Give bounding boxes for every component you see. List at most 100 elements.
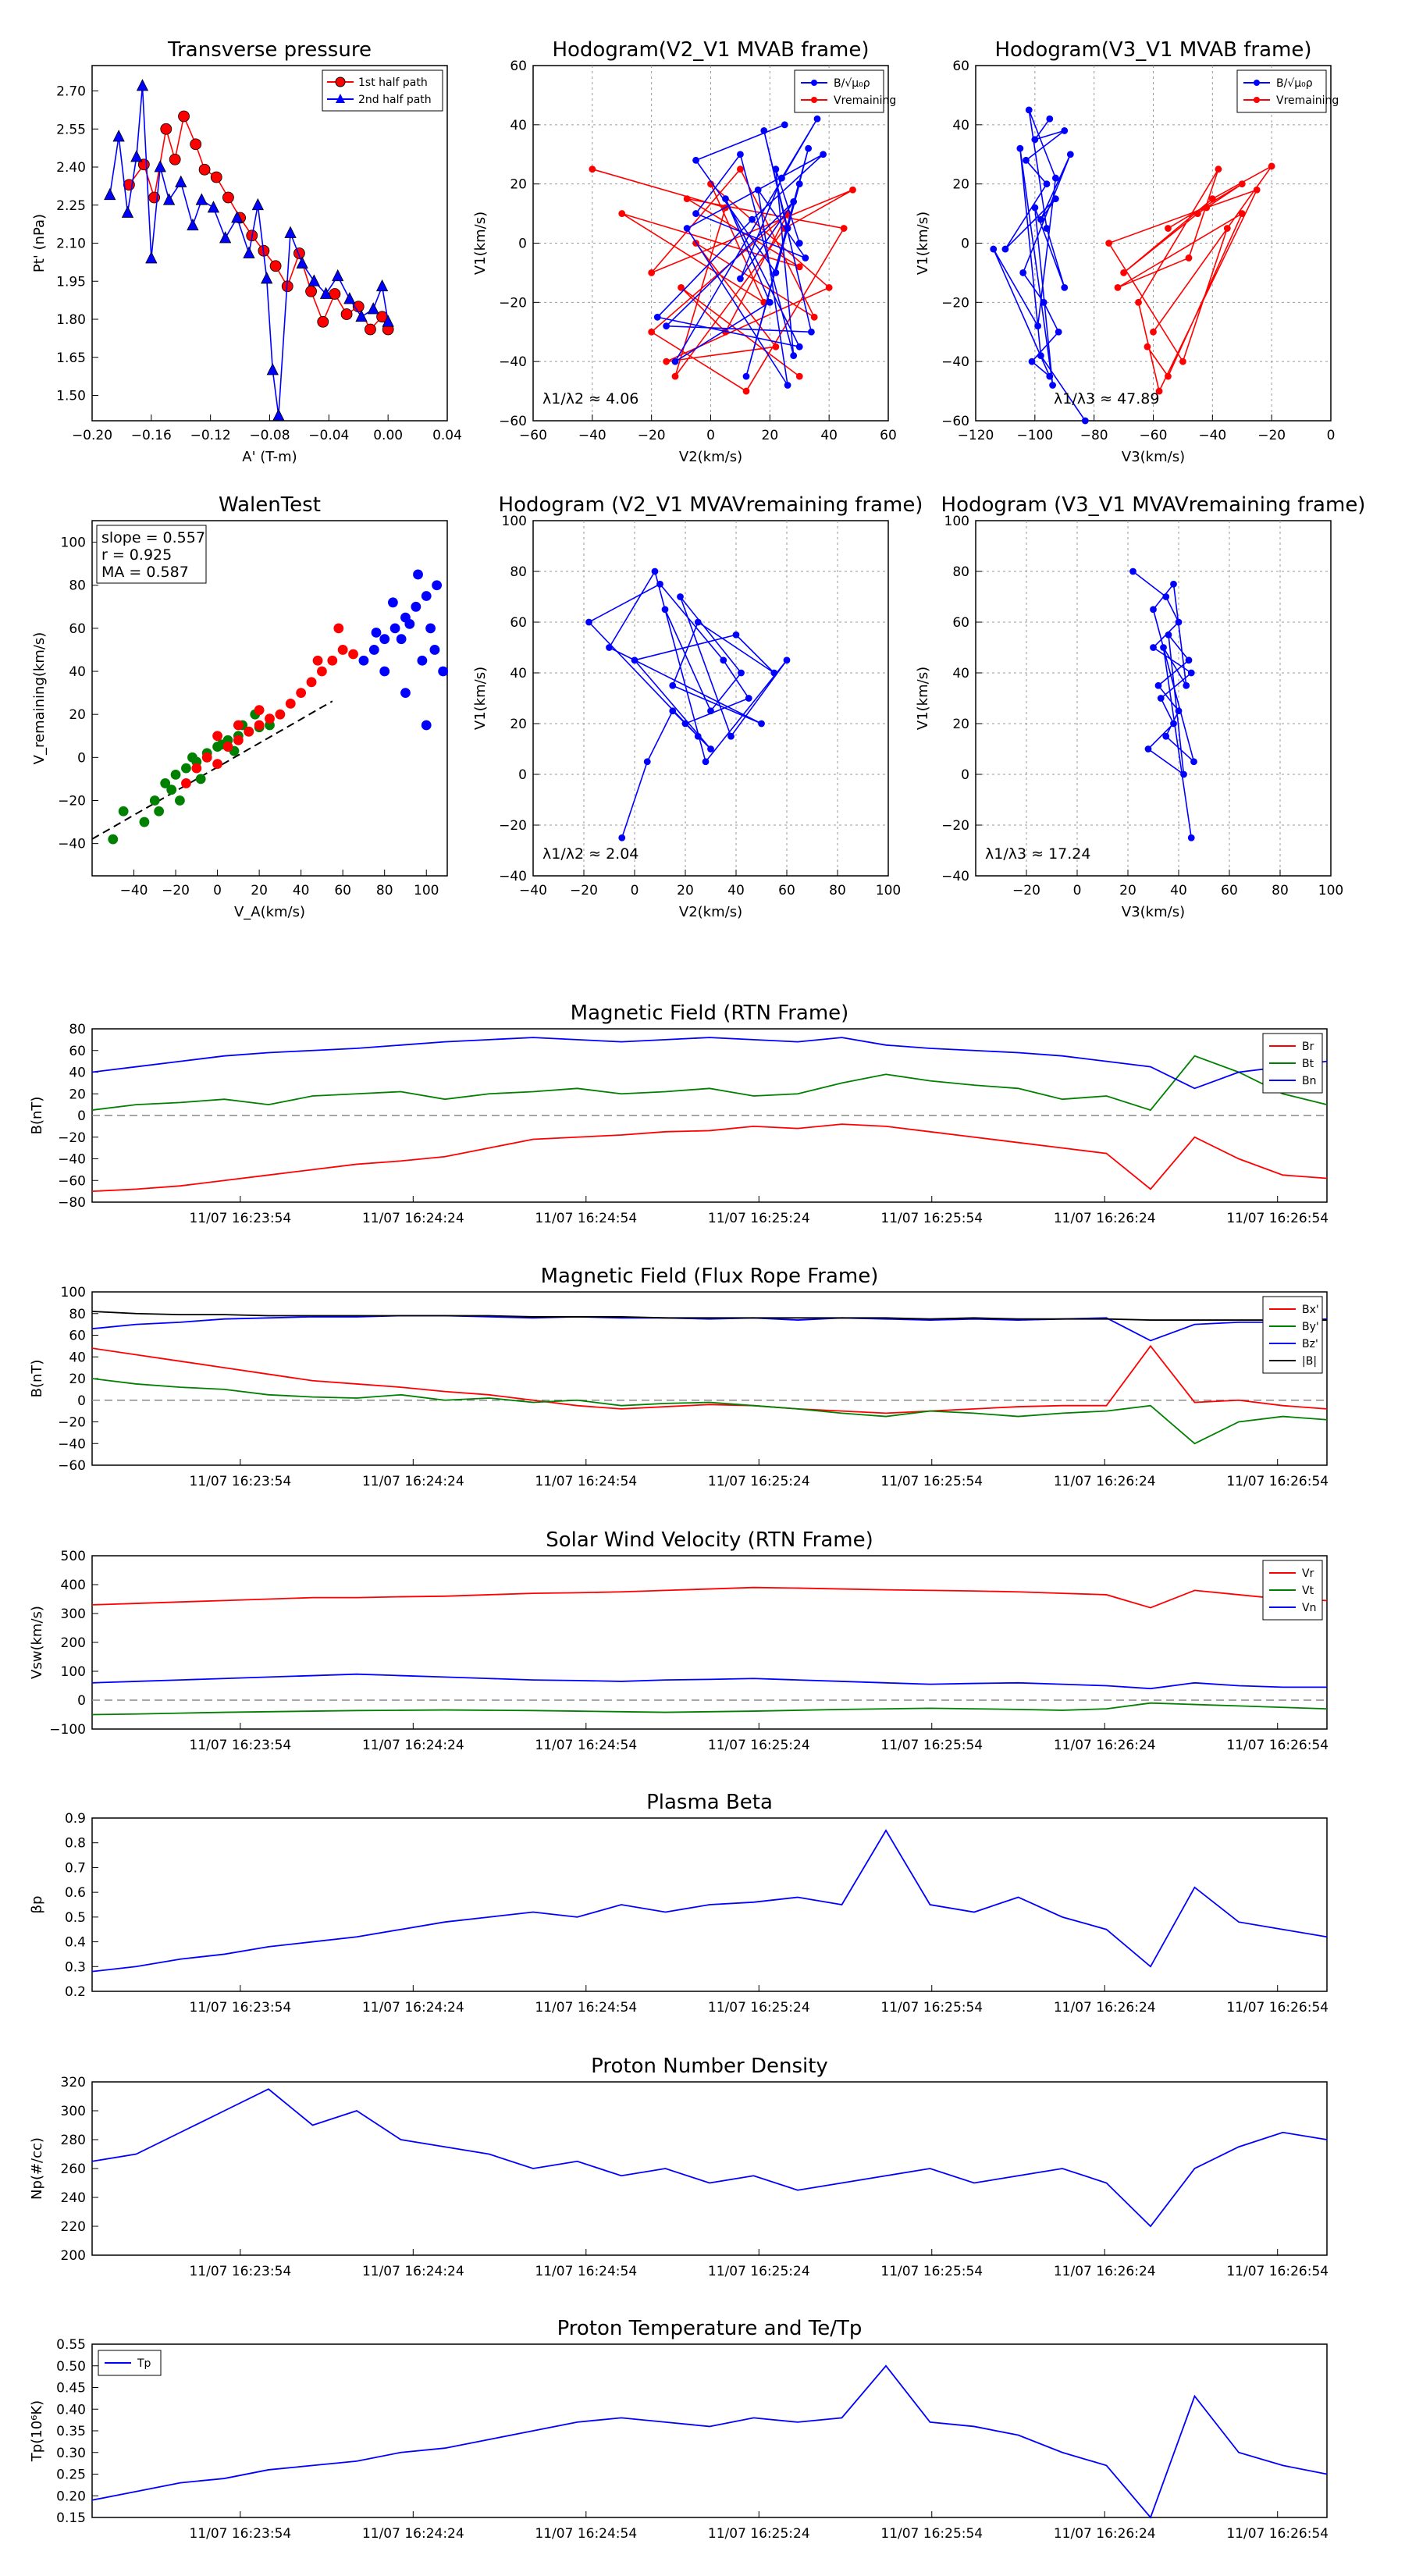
x-tick-label: 11/07 16:24:24 xyxy=(362,1738,464,1753)
walen-red-point xyxy=(306,677,317,688)
hodogram-point xyxy=(720,656,727,664)
vrem-point xyxy=(1223,225,1231,232)
b-field-point xyxy=(1016,144,1024,152)
hodogram-point xyxy=(661,606,669,614)
x-tick-label: 11/07 16:25:54 xyxy=(880,2000,983,2016)
b-field-point xyxy=(790,198,798,205)
x-tick-label: 11/07 16:26:54 xyxy=(1226,1474,1329,1489)
vrem-point xyxy=(663,358,670,365)
walen-green-point xyxy=(195,774,206,785)
second-half-point xyxy=(231,211,244,223)
x-tick-label: 11/07 16:25:24 xyxy=(708,2264,810,2279)
plot-area xyxy=(91,1555,1328,1730)
b-field-point xyxy=(795,180,803,188)
b-field-point xyxy=(683,225,691,232)
y-tick-label: 20 xyxy=(510,717,527,732)
series-Bz' xyxy=(91,1315,1328,1342)
legend-label: B/√μ₀ρ xyxy=(834,77,870,90)
vrem-point xyxy=(648,269,656,276)
y-tick-label: −60 xyxy=(58,1458,86,1474)
x-tick-label: 11/07 16:23:54 xyxy=(189,2264,291,2279)
y-tick-label: 20 xyxy=(510,177,527,193)
hodogram-point xyxy=(681,720,689,728)
chart-title: Plasma Beta xyxy=(646,1791,773,1814)
series-Bn xyxy=(91,1037,1328,1090)
x-tick-label: 80 xyxy=(1272,883,1289,898)
eigen-ratio: λ1/λ3 ≈ 17.24 xyxy=(985,845,1090,863)
y-tick-label: 200 xyxy=(61,2248,86,2264)
y-tick-label: 1.50 xyxy=(56,389,86,404)
stats-line: r = 0.925 xyxy=(101,546,172,564)
b-field-point xyxy=(722,195,729,203)
vrem-line xyxy=(1108,165,1272,393)
y-tick-label: 80 xyxy=(69,1307,86,1322)
x-tick-label: −60 xyxy=(1140,428,1168,443)
panel-h4: Hodogram (V3_V1 MVAVremaining frame) −20 0… xyxy=(915,493,1365,920)
b-field-point xyxy=(778,174,785,182)
walen-blue-point xyxy=(396,634,407,645)
x-tick-label: 11/07 16:25:54 xyxy=(880,1211,983,1226)
y-tick-label: 40 xyxy=(69,1350,86,1365)
walen-red-point xyxy=(317,666,327,677)
hodogram-point xyxy=(1170,720,1177,728)
x-tick-label: 11/07 16:24:24 xyxy=(362,2000,464,2016)
vrem-point xyxy=(618,210,626,217)
b-field-point xyxy=(1043,180,1051,188)
b-field-point xyxy=(813,115,821,123)
hodogram-point xyxy=(738,669,745,677)
hodogram-point xyxy=(1190,758,1197,766)
walen-green-point xyxy=(149,795,160,806)
panel-h2: Hodogram(V3_V1 MVAB frame) −120 −100 −80 −60… xyxy=(915,38,1339,465)
hodogram-point xyxy=(669,681,677,689)
b-field-point xyxy=(1031,204,1039,212)
panel-h3: Hodogram (V2_V1 MVAVremaining frame)−40−… xyxy=(472,493,923,920)
x-tick-label: −20 xyxy=(570,883,598,898)
fit-line xyxy=(91,700,333,840)
walen-blue-point xyxy=(411,601,422,612)
series-Br xyxy=(91,1123,1328,1193)
y-tick-label: −60 xyxy=(58,1173,86,1189)
second-half-point xyxy=(272,408,285,421)
b-field-point xyxy=(1051,174,1059,182)
second-half-point xyxy=(162,193,176,205)
vrem-point xyxy=(1120,269,1127,276)
series-Tp xyxy=(91,2364,1328,2519)
legend-label: Bz' xyxy=(1302,1338,1318,1350)
walen-blue-point xyxy=(429,645,440,655)
vrem-point xyxy=(1208,195,1216,203)
x-tick-label: 11/07 16:25:54 xyxy=(880,1738,983,1753)
walen-blue-point xyxy=(417,655,428,666)
first-half-point xyxy=(190,138,202,151)
hodogram-point xyxy=(606,644,613,651)
b-field-point xyxy=(790,352,798,359)
walen-red-point xyxy=(312,655,323,666)
y-tick-label: 0.2 xyxy=(65,1984,86,2000)
walen-green-point xyxy=(118,806,129,817)
legend-marker xyxy=(811,80,817,86)
b-field-point xyxy=(1043,225,1051,232)
b-field-point xyxy=(1040,298,1048,306)
y-tick-label: 0 xyxy=(77,1693,86,1709)
plot-area xyxy=(91,2081,1328,2256)
b-field-point xyxy=(808,328,815,336)
y-tick-label: 2.10 xyxy=(56,237,86,252)
x-tick-label: 0 xyxy=(1073,883,1082,898)
y-tick-label: 80 xyxy=(510,564,527,580)
vrem-point xyxy=(825,283,833,291)
vrem-point xyxy=(1238,180,1246,188)
second-half-point xyxy=(154,160,166,173)
x-tick-label: 11/07 16:24:54 xyxy=(535,1738,637,1753)
second-half-point xyxy=(243,246,255,258)
walen-blue-point xyxy=(379,666,390,677)
walen-green-point xyxy=(160,778,171,788)
b-field-point xyxy=(754,186,762,194)
b-field-point xyxy=(1051,195,1059,203)
stats-line: MA = 0.587 xyxy=(101,564,189,581)
vrem-point xyxy=(1179,358,1186,365)
y-tick-label: 20 xyxy=(69,707,86,723)
hodogram-point xyxy=(1185,656,1193,664)
second-half-point xyxy=(261,272,273,284)
x-tick-label: 80 xyxy=(376,883,393,898)
first-half-point xyxy=(317,315,329,328)
y-tick-label: −40 xyxy=(58,1436,86,1452)
